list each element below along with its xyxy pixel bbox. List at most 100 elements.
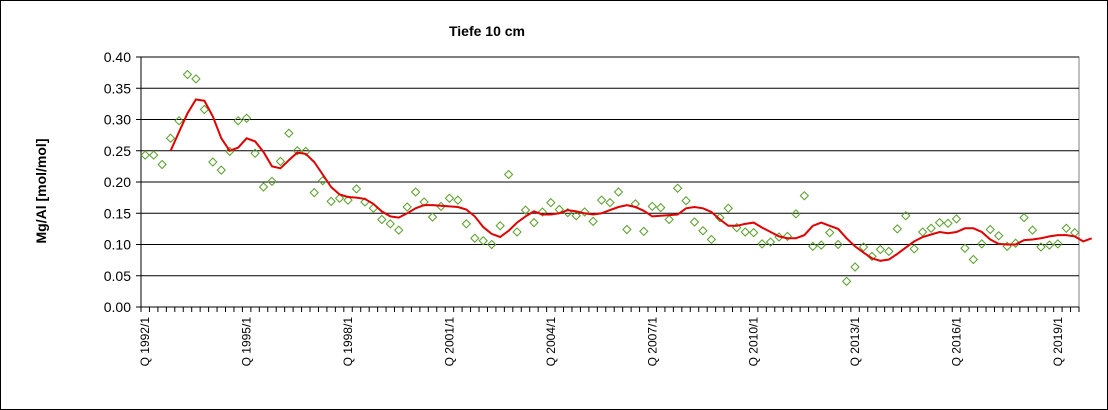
trend-line	[169, 98, 1093, 262]
x-tick-label: Q 1992/1	[138, 317, 152, 367]
scatter-point	[309, 187, 319, 198]
x-tick-label: Q 2007/1	[645, 317, 659, 367]
scatter-point	[334, 193, 345, 203]
scatter-point	[1027, 225, 1038, 235]
scatter-point	[664, 214, 674, 225]
y-tick-label: 0.10	[104, 237, 131, 253]
scatter-point	[968, 254, 979, 265]
scatter-point	[284, 128, 294, 138]
scatter-point	[825, 227, 835, 238]
scatter-point	[613, 187, 624, 197]
y-tick-label: 0.40	[104, 49, 131, 65]
scatter-point	[672, 183, 683, 193]
scatter-point	[596, 195, 607, 205]
scatter-point	[520, 205, 531, 215]
scatter-point	[875, 244, 886, 255]
scatter-point	[191, 74, 201, 84]
scatter-point	[453, 195, 463, 205]
y-tick-label: 0.05	[104, 268, 131, 284]
scatter-point	[1036, 242, 1046, 252]
chart-title: Tiefe 10 cm	[449, 23, 525, 39]
scatter-point	[470, 233, 480, 243]
scatter-point	[740, 227, 750, 237]
scatter-point	[529, 217, 539, 228]
scatter-point	[791, 209, 801, 219]
scatter-point	[960, 243, 970, 253]
scatter-point	[351, 184, 362, 194]
x-tick-label: Q 2004/1	[544, 317, 558, 367]
scatter-point	[292, 146, 303, 156]
scatter-point	[647, 201, 657, 212]
x-tick-label: Q 1998/1	[341, 317, 355, 367]
scatter-point	[427, 212, 438, 222]
scatter-point	[182, 69, 193, 80]
scatter-point	[816, 240, 826, 250]
scatter-point	[275, 156, 286, 167]
scatter-point	[486, 239, 497, 250]
scatter-point	[326, 196, 336, 207]
scatter-point	[503, 169, 514, 180]
scatter-point	[909, 244, 919, 254]
scatter-point	[782, 231, 793, 242]
scatter-point	[1053, 239, 1063, 249]
scatter-point	[267, 176, 277, 187]
scatter-point	[605, 197, 615, 208]
scatter-point	[148, 150, 159, 160]
scatter-point	[994, 231, 1004, 241]
scatter-point	[512, 227, 522, 237]
scatter-point	[495, 221, 505, 231]
scatter-point	[377, 214, 387, 225]
scatter-point	[850, 262, 860, 272]
scatter-point	[901, 211, 911, 221]
scatter-point	[258, 182, 269, 192]
y-axis-label: Mg/Al [mol/mol]	[33, 139, 49, 244]
y-tick-label: 0.00	[104, 299, 131, 315]
scatter-point	[157, 159, 167, 170]
scatter-point	[165, 133, 176, 143]
scatter-point	[867, 251, 877, 262]
scatter-point	[233, 116, 243, 126]
scatter-point	[757, 239, 767, 249]
x-tick-label: Q 2010/1	[747, 317, 761, 367]
scatter-point	[689, 217, 700, 227]
scatter-point	[174, 116, 184, 126]
y-tick-label: 0.35	[104, 80, 131, 96]
scatter-point	[622, 224, 632, 235]
scatter-point	[301, 146, 311, 157]
x-tick-label: Q 1995/1	[240, 317, 254, 367]
scatter-point	[655, 202, 666, 213]
scatter-point	[639, 226, 649, 237]
scatter-point	[799, 191, 810, 201]
x-tick-label: Q 2013/1	[848, 317, 862, 367]
y-tick-label: 0.30	[104, 112, 131, 128]
scatter-point	[250, 148, 260, 158]
scatter-point	[394, 225, 404, 235]
scatter-point	[841, 276, 852, 287]
scatter-point	[546, 197, 556, 208]
scatter-point	[343, 195, 353, 205]
scatter-point	[216, 165, 226, 175]
scatter-point	[571, 211, 581, 221]
x-tick-label: Q 2016/1	[949, 317, 963, 367]
scatter-point	[934, 217, 945, 228]
scatter-point	[833, 239, 843, 250]
scatter-point	[926, 223, 936, 233]
x-tick-label: Q 2001/1	[442, 317, 456, 367]
scatter-point	[977, 239, 987, 249]
scatter-point	[478, 236, 488, 246]
scatter-point	[208, 157, 218, 167]
y-tick-label: 0.25	[104, 143, 131, 159]
scatter-point	[588, 216, 598, 227]
scatter-point	[698, 226, 708, 236]
scatter-point	[402, 202, 412, 212]
scatter-point	[748, 227, 759, 238]
scatter-point	[858, 242, 869, 252]
scatter-point	[681, 196, 691, 206]
scatter-point	[951, 214, 962, 224]
scatter-point	[579, 207, 590, 217]
scatter-point	[1061, 223, 1072, 233]
scatter-point	[444, 193, 455, 203]
scatter-point	[765, 237, 776, 247]
